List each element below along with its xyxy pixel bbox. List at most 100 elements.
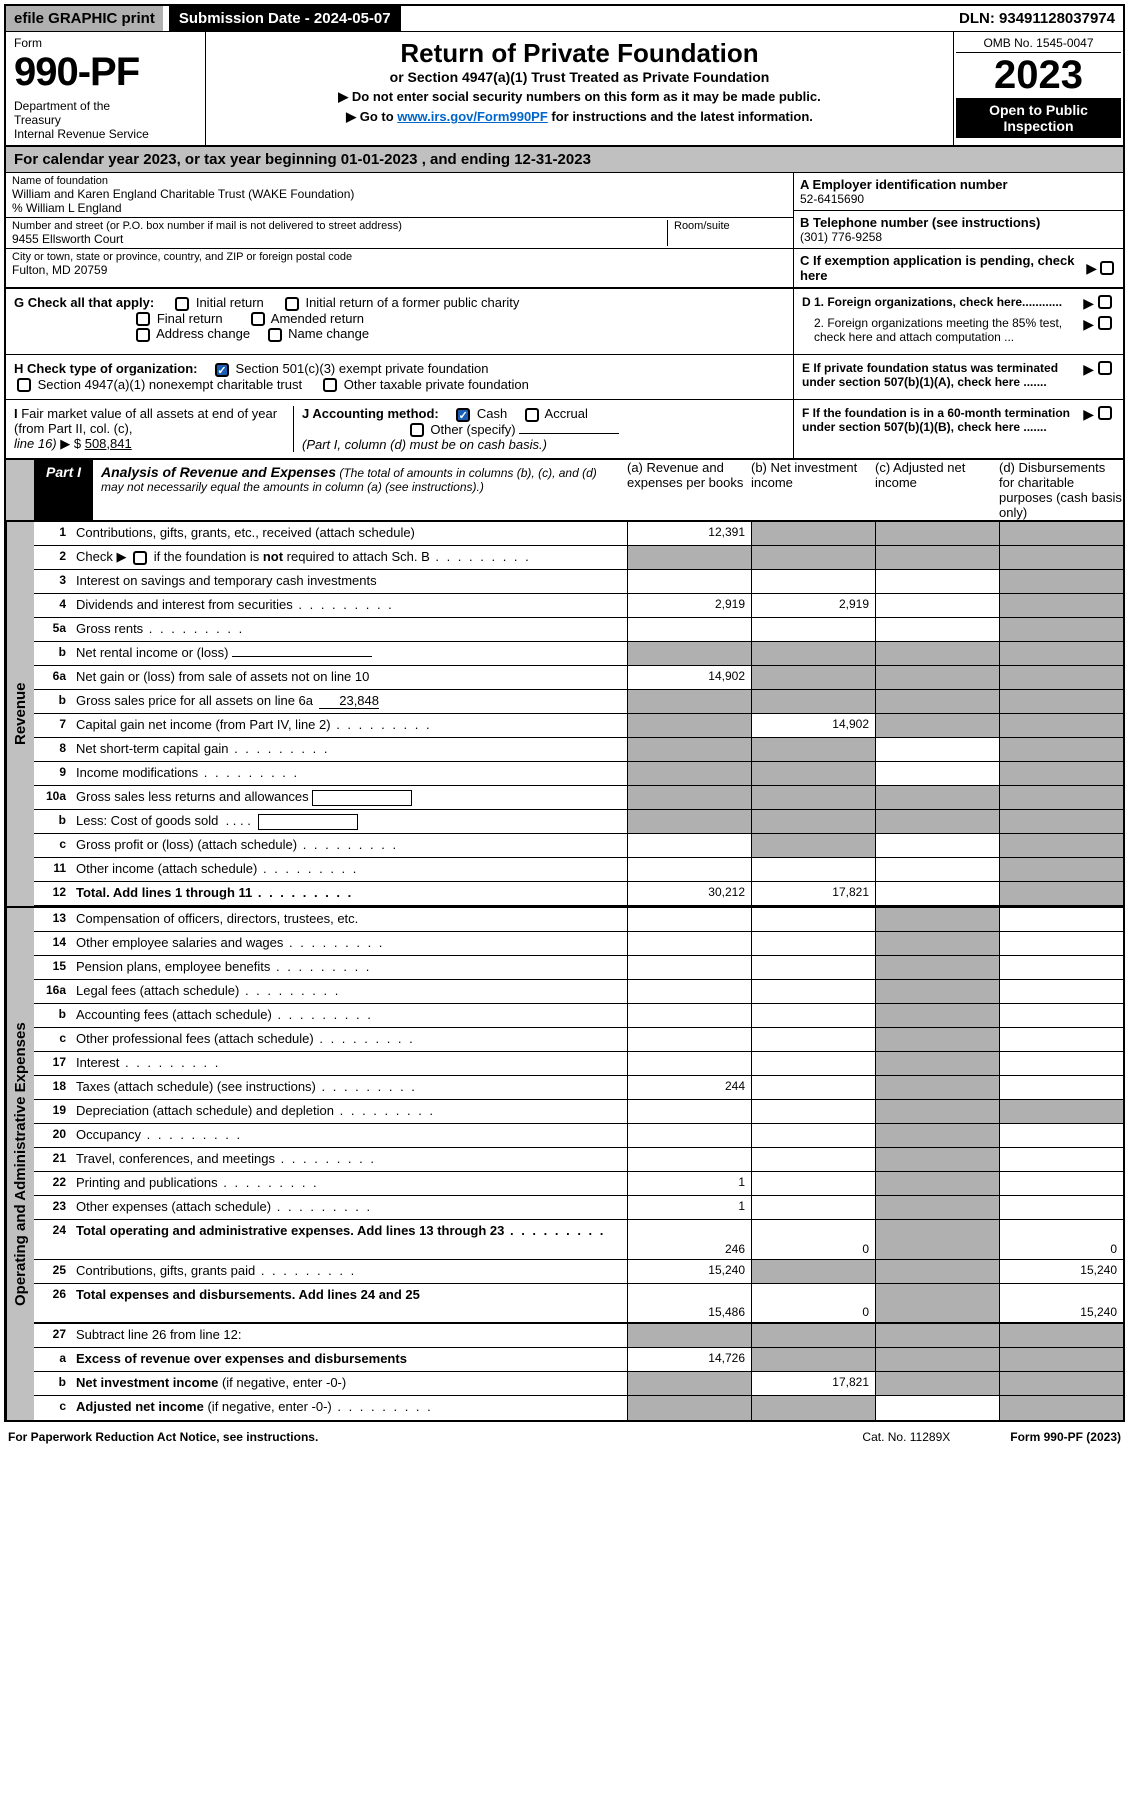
l10c-b: [751, 834, 875, 857]
l26-desc: Total expenses and disbursements. Add li…: [72, 1284, 627, 1322]
l16c-d: [999, 1028, 1123, 1051]
l2-num: 2: [34, 546, 72, 569]
h-left: H Check type of organization: Section 50…: [6, 355, 793, 399]
g-opt-initial: Initial return: [196, 295, 264, 310]
l25-b: [751, 1260, 875, 1283]
l18-b: [751, 1076, 875, 1099]
l19-c: [875, 1100, 999, 1123]
l18-c: [875, 1076, 999, 1099]
l11-desc: Other income (attach schedule): [72, 858, 627, 881]
l25-num: 25: [34, 1260, 72, 1283]
c-checkbox[interactable]: [1100, 261, 1114, 275]
l17-c: [875, 1052, 999, 1075]
line-12: 12 Total. Add lines 1 through 11 30,212 …: [34, 882, 1123, 906]
l9-d: [999, 762, 1123, 785]
l21-c: [875, 1148, 999, 1171]
l16b-b: [751, 1004, 875, 1027]
revenue-side-label: Revenue: [6, 522, 34, 906]
i-block: I Fair market value of all assets at end…: [14, 406, 294, 452]
line-22: 22 Printing and publications 1: [34, 1172, 1123, 1196]
l16a-c: [875, 980, 999, 1003]
arrow-icon: ▶: [1083, 406, 1094, 423]
j-cash-checkbox[interactable]: [456, 408, 470, 422]
l27a-c: [875, 1348, 999, 1371]
l14-d: [999, 932, 1123, 955]
arrow-icon: ▶: [1083, 361, 1094, 378]
line-10b: b Less: Cost of goods sold . . . .: [34, 810, 1123, 834]
l16c-desc: Other professional fees (attach schedule…: [72, 1028, 627, 1051]
l5a-c: [875, 618, 999, 641]
l15-c: [875, 956, 999, 979]
h-label: H Check type of organization:: [14, 361, 197, 376]
g-final-checkbox[interactable]: [136, 312, 150, 326]
l12-c: [875, 882, 999, 905]
ij-section: I Fair market value of all assets at end…: [6, 400, 1123, 458]
arrow-icon: ▶: [1083, 295, 1094, 312]
l1-d: [999, 522, 1123, 545]
expenses-rows: 13 Compensation of officers, directors, …: [34, 908, 1123, 1420]
g-opt-former: Initial return of a former public charit…: [305, 295, 519, 310]
h-501c3-checkbox[interactable]: [215, 363, 229, 377]
l16c-a: [627, 1028, 751, 1051]
g-initial-former-checkbox[interactable]: [285, 297, 299, 311]
f-checkbox[interactable]: [1098, 406, 1112, 420]
irs-link[interactable]: www.irs.gov/Form990PF: [397, 109, 548, 124]
l27b-d: [999, 1372, 1123, 1395]
l27a-a: 14,726: [627, 1348, 751, 1371]
tax-year: 2023: [956, 53, 1121, 98]
arrow-icon: ▶: [1086, 260, 1097, 277]
g-amended-checkbox[interactable]: [251, 312, 265, 326]
l25-desc: Contributions, gifts, grants paid: [72, 1260, 627, 1283]
j-other-checkbox[interactable]: [410, 423, 424, 437]
line-6b: b Gross sales price for all assets on li…: [34, 690, 1123, 714]
l21-desc: Travel, conferences, and meetings: [72, 1148, 627, 1171]
l16c-b: [751, 1028, 875, 1051]
part1-title: Analysis of Revenue and Expenses: [101, 464, 336, 480]
l5a-a: [627, 618, 751, 641]
expenses-table: Operating and Administrative Expenses 13…: [6, 906, 1123, 1420]
l7-c: [875, 714, 999, 737]
l11-c: [875, 858, 999, 881]
line-27: 27 Subtract line 26 from line 12:: [34, 1324, 1123, 1348]
revenue-table: Revenue 1 Contributions, gifts, grants, …: [6, 521, 1123, 906]
l27-d: [999, 1324, 1123, 1347]
line-5a: 5a Gross rents: [34, 618, 1123, 642]
l23-d: [999, 1196, 1123, 1219]
l20-c: [875, 1124, 999, 1147]
d1-checkbox[interactable]: [1098, 295, 1112, 309]
l12-desc: Total. Add lines 1 through 11: [72, 882, 627, 905]
l10c-a: [627, 834, 751, 857]
d2-row: 2. Foreign organizations meeting the 85%…: [802, 316, 1115, 344]
l19-a: [627, 1100, 751, 1123]
e-checkbox[interactable]: [1098, 361, 1112, 375]
l18-d: [999, 1076, 1123, 1099]
h-other-checkbox[interactable]: [323, 378, 337, 392]
g-address-checkbox[interactable]: [136, 328, 150, 342]
d2-checkbox[interactable]: [1098, 316, 1112, 330]
efile-label[interactable]: efile GRAPHIC print: [6, 6, 163, 31]
c-label: C If exemption application is pending, c…: [800, 253, 1086, 283]
line-25: 25 Contributions, gifts, grants paid 15,…: [34, 1260, 1123, 1284]
l10a-num: 10a: [34, 786, 72, 809]
l17-b: [751, 1052, 875, 1075]
l2-checkbox[interactable]: [133, 551, 147, 565]
j-accrual-checkbox[interactable]: [525, 408, 539, 422]
l10a-c: [875, 786, 999, 809]
h-opt2: Section 4947(a)(1) nonexempt charitable …: [38, 377, 302, 392]
g-name-checkbox[interactable]: [268, 328, 282, 342]
open-public: Open to Public Inspection: [956, 98, 1121, 138]
l23-desc: Other expenses (attach schedule): [72, 1196, 627, 1219]
g-initial-checkbox[interactable]: [175, 297, 189, 311]
part1-tag: Part I: [34, 460, 93, 520]
l27-desc: Subtract line 26 from line 12:: [72, 1324, 627, 1347]
l3-c: [875, 570, 999, 593]
l4-num: 4: [34, 594, 72, 617]
phone-label: B Telephone number (see instructions): [800, 215, 1117, 230]
l27b-c: [875, 1372, 999, 1395]
g-opt-name: Name change: [288, 326, 369, 341]
h-4947-checkbox[interactable]: [17, 378, 31, 392]
part1-desc: Analysis of Revenue and Expenses (The to…: [93, 460, 627, 520]
info-left: Name of foundation William and Karen Eng…: [6, 173, 793, 287]
l17-d: [999, 1052, 1123, 1075]
l5a-num: 5a: [34, 618, 72, 641]
